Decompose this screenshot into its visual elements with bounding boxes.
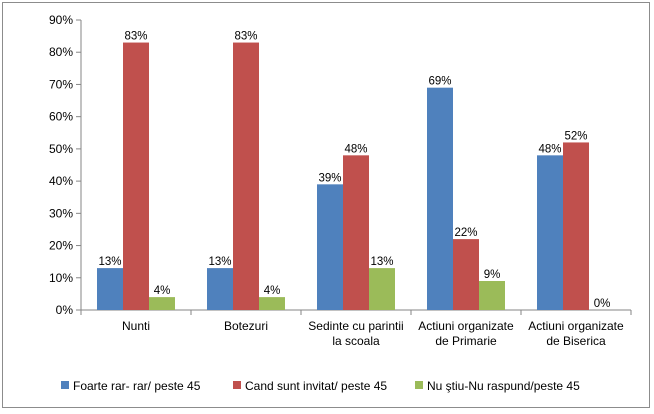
bar xyxy=(537,155,563,310)
category-label: Nunti xyxy=(122,319,150,333)
data-label: 9% xyxy=(484,269,501,281)
legend: Foarte rar- rar/ peste 45 Cand sunt invit… xyxy=(61,379,580,393)
bar xyxy=(563,142,589,310)
data-label: 52% xyxy=(564,130,587,142)
bar xyxy=(453,239,479,310)
data-label: 83% xyxy=(124,31,147,43)
data-label: 69% xyxy=(428,76,451,88)
category-label-line: Actiuni organizate xyxy=(418,319,514,333)
legend-swatch xyxy=(233,381,241,389)
data-label: 39% xyxy=(318,172,341,184)
data-label: 48% xyxy=(538,143,561,155)
bar xyxy=(369,268,395,310)
category-label: Botezuri xyxy=(224,319,268,333)
category-label: Actiuni organizate de Biserica xyxy=(528,319,624,348)
category-labels-group: Nunti Botezuri Sedinte cu parintii la scoal… xyxy=(122,319,624,348)
category-label-line: Sedinte cu parintii xyxy=(308,319,403,333)
data-label: 48% xyxy=(344,143,367,155)
data-label: 22% xyxy=(454,227,477,239)
data-label: 13% xyxy=(98,256,121,268)
bar xyxy=(427,87,453,311)
bar-series-group xyxy=(97,42,589,311)
bar xyxy=(479,281,505,310)
y-tick-label: 80% xyxy=(49,45,73,59)
category-label-line: Nunti xyxy=(122,319,150,333)
category-label-line: la scoala xyxy=(332,334,380,348)
bar xyxy=(123,42,149,311)
y-tick-label: 0% xyxy=(56,303,74,317)
bar-chart: 0% 10% 20% 30% 40% 50% 60% 70% 80% 90% 13% 13% 39% 6… xyxy=(49,13,632,393)
y-tick-label: 10% xyxy=(49,271,73,285)
y-tick-label: 50% xyxy=(49,142,73,156)
category-label-line: de Primarie xyxy=(435,334,497,348)
data-label: 83% xyxy=(234,31,257,43)
category-label: Actiuni organizate de Primarie xyxy=(418,319,514,348)
y-tick-label: 70% xyxy=(49,77,73,91)
data-label: 4% xyxy=(154,285,171,297)
bar xyxy=(317,184,343,310)
y-tick-label: 30% xyxy=(49,206,73,220)
legend-label: Nu ştiu-Nu raspund/peste 45 xyxy=(427,379,580,393)
bar xyxy=(259,297,285,310)
y-tick-label: 60% xyxy=(49,110,73,124)
legend-swatch xyxy=(415,381,423,389)
data-label: 13% xyxy=(208,256,231,268)
bar xyxy=(97,268,123,310)
legend-label: Cand sunt invitat/ peste 45 xyxy=(245,379,387,393)
category-label-line: de Biserica xyxy=(546,334,606,348)
bar xyxy=(233,42,259,311)
legend-swatch xyxy=(61,381,69,389)
bar xyxy=(343,155,369,310)
y-tick-label: 40% xyxy=(49,174,73,188)
category-label-line: Actiuni organizate xyxy=(528,319,624,333)
bar xyxy=(207,268,233,310)
chart-frame: 0% 10% 20% 30% 40% 50% 60% 70% 80% 90% 13% 13% 39% 6… xyxy=(2,2,650,408)
data-label: 4% xyxy=(264,285,281,297)
data-label: 0% xyxy=(594,298,611,310)
category-label-line: Botezuri xyxy=(224,319,268,333)
bar xyxy=(149,297,175,310)
y-tick-label: 90% xyxy=(49,13,73,27)
legend-label: Foarte rar- rar/ peste 45 xyxy=(73,379,201,393)
data-labels-group: 13% 13% 39% 69% 48% 83% 83% 48% 22% 52% 4% 4% 13% 9% 0… xyxy=(98,31,610,310)
category-label: Sedinte cu parintii la scoala xyxy=(308,319,403,348)
y-tick-label: 20% xyxy=(49,239,73,253)
data-label: 13% xyxy=(370,256,393,268)
